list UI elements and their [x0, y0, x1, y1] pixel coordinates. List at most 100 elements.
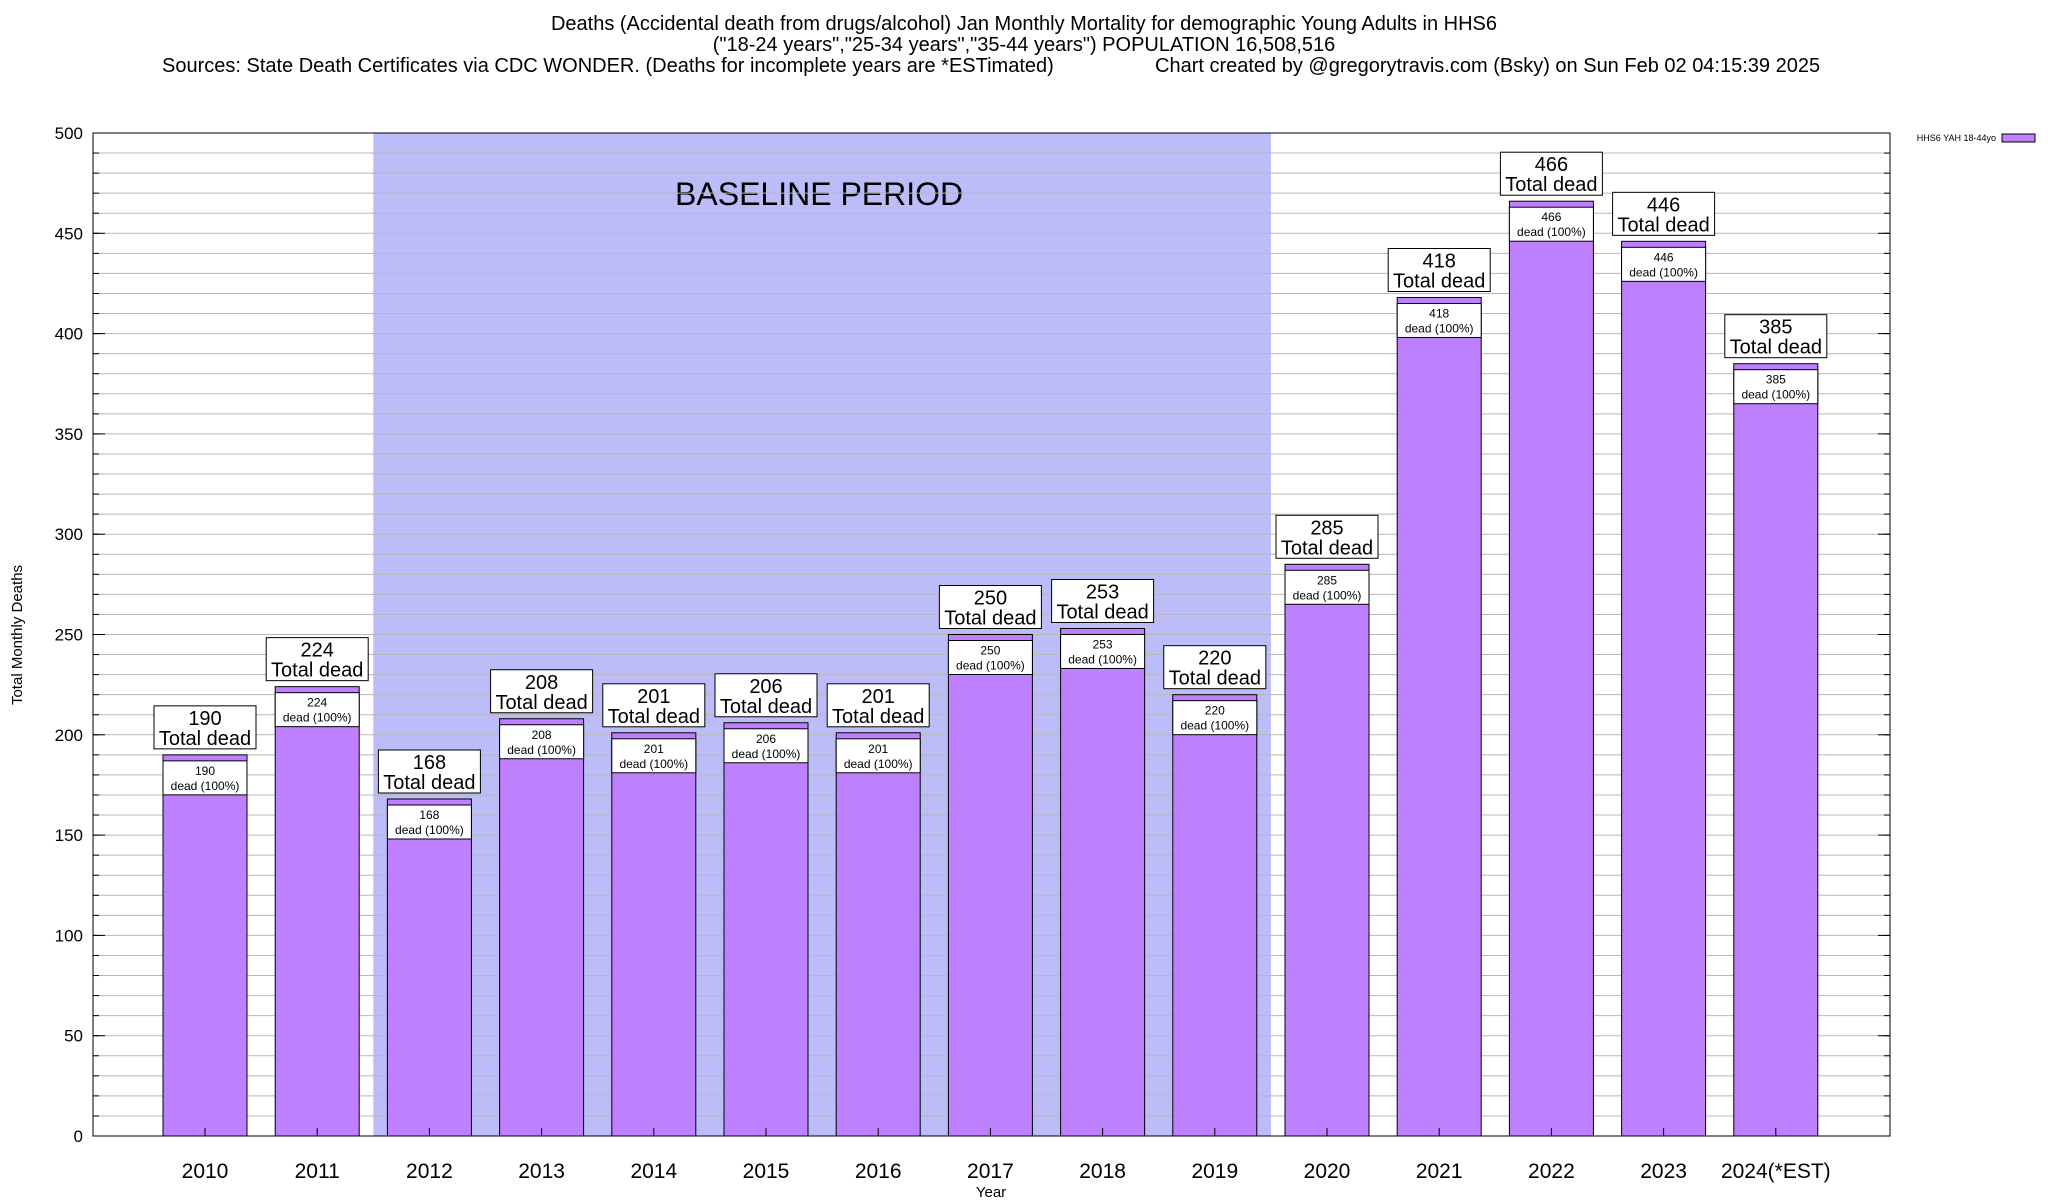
x-tick-label: 2016: [855, 1160, 902, 1183]
bar-inner-value-label: 418: [1429, 306, 1449, 320]
x-tick-label: 2020: [1304, 1160, 1351, 1183]
bar-inner-label-box: [1060, 633, 1146, 669]
bar-inner-pct-label: dead (100%): [1293, 588, 1362, 602]
plot-border: [92, 132, 1891, 1137]
bar-top-label-box: [1724, 314, 1828, 359]
y-axis-title: Total Monthly Deaths: [9, 565, 26, 705]
legend-swatch: [2001, 133, 2036, 143]
x-tick-label: 2010: [182, 1160, 229, 1183]
bar: [274, 686, 360, 1137]
bar-inner-value-label: 206: [756, 732, 776, 746]
bar-inner-value-label: 446: [1654, 250, 1674, 264]
chart-subtitle: ("18-24 years","25-34 years","35-44 year…: [712, 34, 1336, 56]
x-tick-label: 2019: [1191, 1160, 1238, 1183]
legend: HHS6 YAH 18-44yo: [1917, 133, 2036, 143]
bar-top-label-box: [1163, 645, 1267, 690]
bar-inner-pct-label: dead (100%): [283, 711, 352, 725]
bar-top-value-label: 253: [1086, 581, 1119, 603]
bar: [1396, 296, 1482, 1137]
x-tick-label: 2021: [1416, 1160, 1463, 1183]
bar-top-total-label: Total dead: [944, 608, 1036, 630]
bar-inner-value-label: 253: [1093, 637, 1113, 651]
bar-inner-label-box: [947, 640, 1033, 675]
bar: [835, 732, 921, 1137]
x-tick-label: 2022: [1528, 1160, 1575, 1183]
bar-top-value-label: 446: [1647, 194, 1680, 216]
x-axis-title: Year: [976, 1184, 1006, 1200]
bar-top-value-label: 206: [749, 676, 782, 698]
bar: [1621, 240, 1707, 1137]
bar-top-value-label: 208: [525, 672, 558, 694]
x-tick-label: 2011: [295, 1160, 340, 1183]
bar-inner-value-label: 168: [419, 808, 439, 822]
y-tick-label: 350: [55, 425, 83, 444]
bar-inner-pct-label: dead (100%): [1068, 652, 1137, 666]
y-tick-label: 200: [55, 726, 83, 745]
bar-top-total-label: Total dead: [1281, 537, 1373, 559]
chart-sources: Sources: State Death Certificates via CD…: [162, 55, 1054, 77]
bar: [1508, 200, 1594, 1137]
bar: [1733, 363, 1819, 1137]
bar-top-label-box: [1612, 191, 1716, 236]
bar-inner-value-label: 385: [1766, 373, 1786, 387]
bar-top-total-label: Total dead: [1056, 601, 1148, 623]
bar-inner-value-label: 190: [195, 764, 215, 778]
bar: [1172, 694, 1258, 1137]
y-tick-label: 100: [55, 926, 83, 945]
bar-top-total-label: Total dead: [159, 728, 251, 750]
bar: [1060, 627, 1146, 1137]
bar-top-label-box: [265, 637, 369, 682]
x-tick-label: 2018: [1079, 1160, 1126, 1183]
x-tick-label: 2015: [743, 1160, 790, 1183]
bar-inner-label-box: [499, 724, 585, 760]
bar-top-value-label: 201: [637, 686, 670, 708]
bar-top-label-box: [1051, 578, 1155, 623]
bar-top-value-label: 201: [862, 686, 895, 708]
bar-inner-label-box: [274, 692, 360, 728]
bar-inner-value-label: 220: [1205, 704, 1225, 718]
bar-inner-pct-label: dead (100%): [507, 743, 576, 757]
bar-top-value-label: 190: [188, 708, 221, 730]
bar-top-total-label: Total dead: [1393, 270, 1485, 292]
bar: [499, 718, 585, 1137]
bar-inner-label-box: [1508, 206, 1594, 242]
y-tick-label: 500: [55, 124, 83, 143]
bar-inner-pct-label: dead (100%): [395, 823, 464, 837]
y-tick-label: 300: [55, 525, 83, 544]
bar-top-total-label: Total dead: [383, 772, 475, 794]
chart-sources-line: Sources: State Death Certificates via CD…: [0, 56, 2048, 77]
bar-top-label-box: [602, 683, 706, 728]
bar-inner-value-label: 201: [868, 742, 888, 756]
x-tick-label: 2023: [1640, 1160, 1687, 1183]
chart-title: Deaths (Accidental death from drugs/alco…: [550, 13, 1498, 35]
bar-top-total-label: Total dead: [608, 706, 700, 728]
bar-top-label-box: [153, 705, 257, 750]
legend-label: HHS6 YAH 18-44yo: [1917, 133, 1996, 143]
bar-top-total-label: Total dead: [1169, 668, 1261, 690]
axes: 0 50 100 150 200 250 300 350 400 450 500 2010 2011 20…: [9, 124, 1891, 1200]
bar-top-label-box: [490, 669, 594, 714]
bar-inner-value-label: 250: [980, 644, 1000, 658]
bar-inner-value-label: 224: [307, 696, 327, 710]
bar-inner-pct-label: dead (100%): [1629, 265, 1698, 279]
x-tick-label: 2012: [406, 1160, 453, 1183]
bar-inner-label-box: [835, 738, 921, 774]
y-tick-label: 450: [55, 224, 83, 243]
bar: [723, 722, 809, 1137]
bar-top-label-box: [938, 585, 1042, 629]
x-tick-label: 2014: [630, 1160, 677, 1183]
chart-credit: Chart created by @gregorytravis.com (Bsk…: [1155, 55, 1821, 77]
bar-inner-pct-label: dead (100%): [1180, 719, 1249, 733]
bar-top-value-label: 224: [301, 640, 334, 662]
baseline-label: BASELINE PERIOD: [675, 176, 963, 212]
y-tick-label: 250: [55, 626, 83, 645]
bar-top-value-label: 466: [1535, 154, 1568, 176]
bar-top-label-box: [826, 683, 930, 728]
bar-inner-pct-label: dead (100%): [171, 779, 240, 793]
bar-inner-label-box: [386, 804, 472, 840]
x-tick-label: 2017: [967, 1160, 1014, 1183]
bar: [386, 798, 472, 1137]
bar-inner-label-box: [162, 760, 248, 796]
